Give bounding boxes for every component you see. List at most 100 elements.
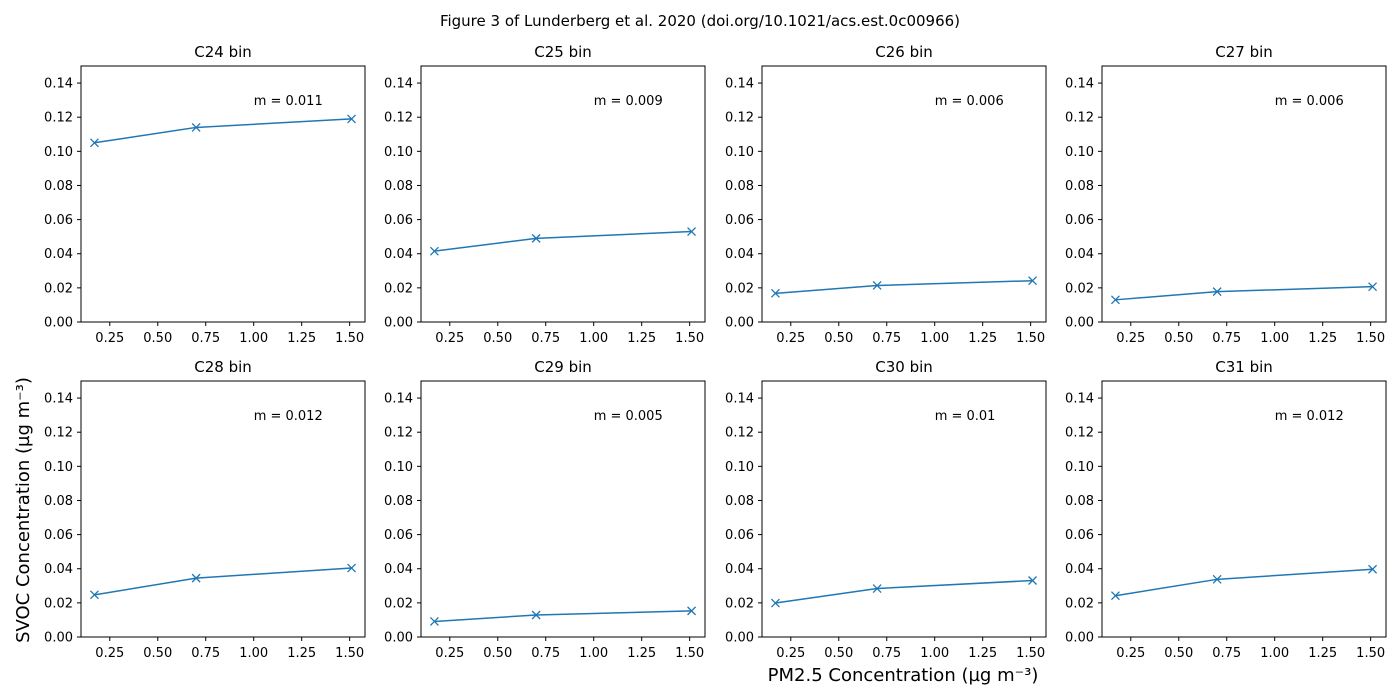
x-tick-label: 0.75	[872, 331, 901, 346]
x-tick-label: 1.50	[1356, 646, 1385, 661]
x-tick-label: 0.25	[1116, 331, 1145, 346]
y-tick-label: 0.04	[44, 247, 73, 262]
y-tick-label: 0.00	[44, 316, 73, 331]
x-tick-label: 1.25	[287, 646, 316, 661]
data-point-marker	[872, 281, 882, 290]
y-tick-label: 0.10	[44, 460, 73, 475]
y-tick-label: 0.14	[725, 77, 754, 92]
y-tick-label: 0.10	[725, 145, 754, 160]
panel-title: C26 bin	[875, 43, 933, 61]
slope-annotation: m = 0.011	[254, 94, 323, 109]
y-tick-label: 0.00	[725, 316, 754, 331]
y-tick-label: 0.06	[1065, 528, 1094, 543]
slope-annotation: m = 0.012	[254, 409, 323, 424]
y-tick-label: 0.10	[1065, 460, 1094, 475]
x-tick-label: 0.75	[531, 331, 560, 346]
x-tick-label: 0.50	[143, 646, 172, 661]
slope-annotation: m = 0.01	[935, 409, 996, 424]
x-tick-label: 0.25	[776, 331, 805, 346]
x-tick-label: 1.00	[239, 646, 268, 661]
x-tick-label: 0.50	[824, 331, 853, 346]
x-tick-label: 0.25	[1116, 646, 1145, 661]
plot-area	[420, 65, 706, 323]
y-tick-label: 0.12	[1065, 426, 1094, 441]
y-tick-label: 0.00	[44, 631, 73, 646]
slope-annotation: m = 0.006	[935, 94, 1004, 109]
x-tick-label: 0.50	[483, 646, 512, 661]
x-tick-label: 1.00	[239, 331, 268, 346]
y-tick-label: 0.06	[725, 213, 754, 228]
y-tick-label: 0.14	[725, 392, 754, 407]
x-tick-label: 1.50	[1356, 331, 1385, 346]
y-tick-label: 0.02	[1065, 281, 1094, 296]
y-tick-label: 0.14	[384, 77, 413, 92]
data-point-marker	[347, 563, 357, 573]
y-tick-label: 0.02	[44, 596, 73, 611]
y-tick-label: 0.08	[1065, 179, 1094, 194]
subplot-c26-bin: C26 bin 0.00 0.02 0.04 0.06 0.08 0.10 0.12 0.14 0…	[725, 43, 1047, 346]
x-tick-label: 1.25	[1308, 331, 1337, 346]
x-tick-label: 0.25	[95, 331, 124, 346]
y-tick-label: 0.12	[725, 111, 754, 126]
y-tick-label: 0.08	[44, 494, 73, 509]
x-tick-label: 1.25	[968, 331, 997, 346]
data-point-marker	[770, 288, 780, 298]
y-tick-label: 0.06	[725, 528, 754, 543]
x-tick-label: 0.75	[1212, 646, 1241, 661]
slope-annotation: m = 0.009	[594, 94, 663, 109]
data-point-marker	[429, 246, 439, 256]
subplot-c31-bin: C31 bin 0.00 0.02 0.04 0.06 0.08 0.10 0.12 0.14 0…	[1065, 358, 1387, 661]
data-point-marker	[1212, 574, 1222, 584]
data-point-marker	[347, 114, 357, 124]
data-point-marker	[770, 598, 780, 608]
y-tick-label: 0.10	[725, 460, 754, 475]
x-tick-label: 1.00	[1260, 331, 1289, 346]
panel-title: C24 bin	[194, 43, 252, 61]
y-tick-label: 0.14	[44, 77, 73, 92]
x-tick-label: 1.00	[920, 331, 949, 346]
x-tick-label: 0.25	[776, 646, 805, 661]
y-tick-label: 0.00	[384, 316, 413, 331]
data-point-marker	[1028, 276, 1038, 286]
y-tick-label: 0.12	[44, 426, 73, 441]
y-tick-label: 0.04	[1065, 247, 1094, 262]
y-tick-label: 0.00	[384, 631, 413, 646]
x-tick-label: 0.75	[531, 646, 560, 661]
data-point-marker	[1368, 282, 1378, 292]
y-tick-label: 0.08	[725, 179, 754, 194]
x-tick-label: 0.50	[143, 331, 172, 346]
data-point-marker	[191, 573, 201, 583]
x-tick-label: 1.25	[287, 331, 316, 346]
y-tick-label: 0.08	[384, 179, 413, 194]
data-point-marker	[1028, 576, 1038, 585]
subplot-grid: C24 bin 0.00 0.02 0.04 0.06 0.08 0.10 0.12 0.14 0…	[44, 43, 1387, 661]
x-tick-label: 0.50	[1164, 331, 1193, 346]
data-point-marker	[89, 138, 99, 148]
figure-suptitle: Figure 3 of Lunderberg et al. 2020 (doi.…	[440, 12, 960, 30]
x-tick-label: 1.00	[1260, 646, 1289, 661]
y-tick-label: 0.12	[384, 426, 413, 441]
subplot-c30-bin: C30 bin 0.00 0.02 0.04 0.06 0.08 0.10 0.12 0.14 0…	[725, 358, 1047, 661]
plot-area	[80, 65, 366, 323]
x-tick-label: 1.25	[1308, 646, 1337, 661]
y-tick-label: 0.02	[384, 596, 413, 611]
x-tick-label: 0.75	[872, 646, 901, 661]
y-tick-label: 0.06	[384, 213, 413, 228]
y-tick-label: 0.10	[384, 460, 413, 475]
data-point-marker	[429, 617, 439, 626]
y-tick-label: 0.14	[44, 392, 73, 407]
x-tick-label: 0.75	[191, 331, 220, 346]
x-tick-label: 1.00	[920, 646, 949, 661]
y-tick-label: 0.06	[1065, 213, 1094, 228]
panel-title: C29 bin	[534, 358, 592, 376]
x-tick-label: 1.25	[627, 646, 656, 661]
slope-annotation: m = 0.006	[1275, 94, 1344, 109]
y-tick-label: 0.04	[725, 562, 754, 577]
y-tick-label: 0.02	[725, 281, 754, 296]
y-tick-label: 0.02	[725, 596, 754, 611]
y-tick-label: 0.02	[384, 281, 413, 296]
y-tick-label: 0.00	[1065, 316, 1094, 331]
x-tick-label: 0.25	[435, 646, 464, 661]
data-point-marker	[191, 122, 201, 132]
